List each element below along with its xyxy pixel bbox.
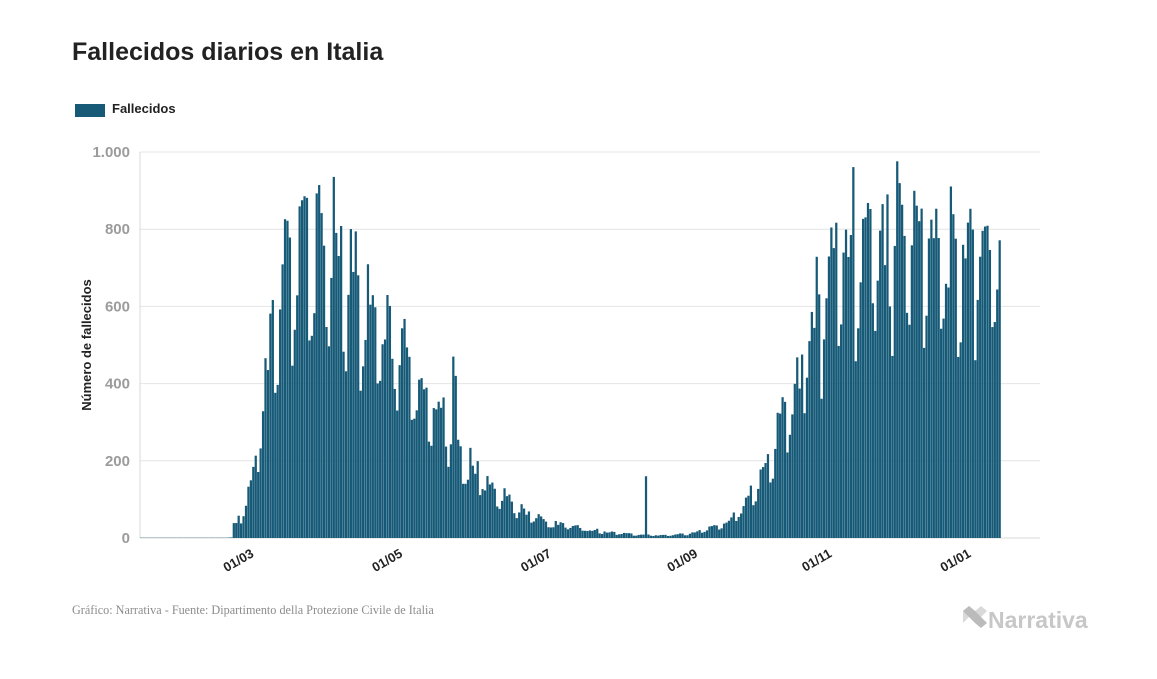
svg-text:01/03: 01/03 (220, 546, 256, 575)
svg-text:800: 800 (105, 221, 130, 238)
svg-text:01/07: 01/07 (518, 546, 554, 575)
svg-text:01/05: 01/05 (369, 546, 405, 575)
svg-text:1.000: 1.000 (92, 144, 130, 161)
svg-text:400: 400 (105, 376, 130, 393)
svg-text:0: 0 (122, 530, 130, 547)
svg-text:Número de fallecidos: Número de fallecidos (79, 279, 94, 410)
svg-text:01/09: 01/09 (664, 546, 700, 575)
svg-text:01/01: 01/01 (938, 546, 974, 575)
svg-text:600: 600 (105, 298, 130, 315)
svg-text:200: 200 (105, 453, 130, 470)
svg-text:01/11: 01/11 (799, 546, 834, 575)
